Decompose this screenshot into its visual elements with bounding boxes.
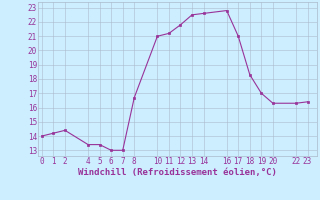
X-axis label: Windchill (Refroidissement éolien,°C): Windchill (Refroidissement éolien,°C) xyxy=(78,168,277,177)
